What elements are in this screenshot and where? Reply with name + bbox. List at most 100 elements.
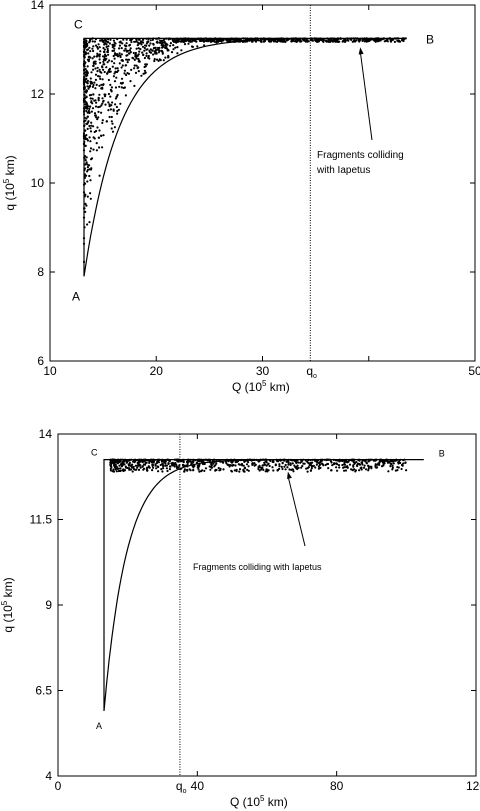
chart-2-point	[360, 461, 363, 464]
chart-2-point	[186, 469, 189, 472]
chart-1-point	[85, 52, 88, 55]
chart-2-point	[352, 465, 355, 468]
chart-2-point	[381, 460, 384, 463]
chart-2-point	[196, 466, 199, 469]
chart-2-label-c: C	[91, 448, 98, 458]
chart-1-point	[105, 57, 108, 60]
chart-1-point	[355, 39, 358, 42]
chart-1-point	[103, 70, 106, 74]
chart-1-point	[170, 51, 174, 54]
chart-2-point	[132, 467, 135, 471]
chart-2-point	[278, 467, 281, 470]
chart-1-point	[120, 77, 124, 80]
chart-1-point	[108, 67, 112, 70]
chart-1-point	[189, 40, 192, 43]
chart-2-boundary-curve	[103, 459, 424, 712]
chart-1-point	[165, 45, 168, 48]
chart-2-point	[227, 463, 230, 466]
chart-1-point	[161, 51, 164, 54]
chart-1-point	[115, 105, 118, 109]
chart-1-point	[107, 70, 110, 73]
chart-2-point	[402, 462, 405, 465]
chart-1-point	[105, 120, 108, 123]
chart-2-point	[109, 467, 112, 470]
chart-2-point	[121, 469, 124, 472]
chart-1-point	[144, 44, 147, 47]
chart-1-point	[343, 40, 346, 43]
chart-1-point	[99, 77, 102, 80]
chart-1-point	[97, 75, 100, 78]
chart-1-point	[135, 64, 138, 67]
chart-1-point	[114, 103, 117, 106]
chart-1-point	[95, 142, 98, 145]
chart-1-point	[98, 84, 101, 87]
chart-1-point	[158, 41, 161, 44]
chart-1-point	[148, 44, 151, 47]
chart-2-point	[125, 459, 128, 462]
chart-1-point	[89, 77, 92, 80]
chart-1-point	[85, 174, 88, 177]
chart-1-point	[102, 99, 105, 102]
chart-1-point	[98, 93, 101, 96]
chart-1-point	[96, 70, 99, 73]
chart-1-point	[89, 192, 92, 195]
chart-1-point	[145, 48, 148, 51]
chart-2-point	[214, 464, 217, 467]
chart-1-point	[129, 80, 132, 83]
chart-1-point	[113, 72, 116, 75]
chart-2-point	[288, 468, 291, 471]
chart-1-point	[135, 47, 138, 50]
chart-1-annotation-arrowhead	[358, 47, 364, 55]
chart-1-point	[101, 97, 104, 100]
chart-1-point	[89, 50, 92, 53]
chart-2-point	[329, 460, 333, 463]
chart-1-point	[86, 82, 89, 85]
chart-1-point	[334, 40, 337, 43]
chart-1-point	[89, 179, 92, 182]
chart-2-point	[405, 469, 408, 472]
chart-1-point	[95, 83, 98, 86]
chart-2-point	[356, 464, 359, 467]
chart-1-point	[88, 174, 91, 178]
chart-2-point	[161, 463, 164, 466]
chart-1-point	[152, 42, 155, 45]
chart-2-point	[390, 462, 393, 466]
chart-2-point	[203, 469, 206, 472]
chart-2-point	[344, 466, 348, 469]
chart-2-point	[139, 466, 142, 469]
chart-1-point	[128, 49, 131, 52]
chart-2-point	[367, 467, 370, 470]
chart-2-q0-label: qo	[176, 779, 187, 795]
chart-1-point	[98, 129, 101, 132]
chart-1-point	[89, 97, 92, 100]
chart-1-point	[116, 93, 119, 97]
chart-2-point	[331, 464, 334, 467]
chart-1-point	[272, 40, 275, 43]
chart-2-point	[335, 466, 338, 469]
chart-1-point	[133, 84, 136, 87]
chart-2-point	[353, 461, 356, 464]
chart-1-point	[290, 40, 293, 43]
chart-2-point	[280, 465, 283, 468]
chart-1-point	[299, 39, 302, 43]
chart-2-point	[228, 465, 231, 468]
chart-1-point	[86, 111, 89, 114]
chart-2-point	[183, 470, 186, 473]
chart-1-point	[120, 47, 123, 50]
chart-1-point	[158, 58, 161, 61]
chart-1-point	[156, 48, 160, 51]
chart-2-point	[261, 466, 264, 470]
chart-2-point	[400, 463, 404, 467]
chart-2-point	[192, 461, 195, 464]
chart-1-point	[147, 40, 150, 44]
chart-2-point	[112, 468, 115, 471]
chart-1-x-tick-label: 20	[150, 364, 164, 378]
chart-2-point	[146, 469, 149, 472]
chart-2-point	[188, 468, 191, 471]
chart-1-point	[281, 40, 284, 43]
chart-2-point	[326, 462, 330, 466]
chart-1-q0-sub: o	[313, 373, 317, 380]
chart-1-point	[107, 53, 110, 56]
chart-1-point	[361, 39, 364, 43]
chart-1-point	[95, 116, 98, 119]
